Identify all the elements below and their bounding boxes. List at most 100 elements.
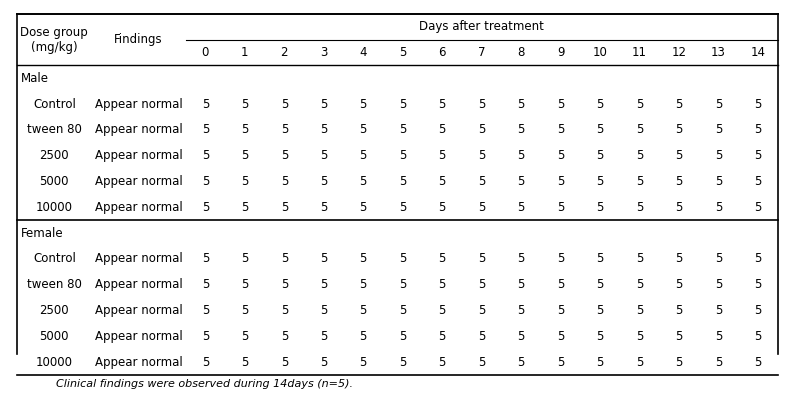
Text: 5: 5 bbox=[201, 330, 209, 343]
Text: 5: 5 bbox=[201, 201, 209, 214]
Text: 5: 5 bbox=[636, 175, 643, 188]
Text: 5: 5 bbox=[518, 123, 525, 136]
Text: 5: 5 bbox=[360, 304, 367, 317]
Text: 5: 5 bbox=[399, 304, 406, 317]
Text: 5: 5 bbox=[201, 356, 209, 369]
Text: 5: 5 bbox=[755, 330, 762, 343]
Text: 5: 5 bbox=[320, 123, 327, 136]
Text: 5: 5 bbox=[399, 149, 406, 162]
Text: Findings: Findings bbox=[114, 33, 163, 46]
Text: tween 80: tween 80 bbox=[27, 278, 82, 291]
Text: 7: 7 bbox=[478, 46, 486, 59]
Text: Control: Control bbox=[33, 98, 76, 111]
Text: 5: 5 bbox=[399, 175, 406, 188]
Text: tween 80: tween 80 bbox=[27, 123, 82, 136]
Text: 5: 5 bbox=[675, 123, 683, 136]
Text: 5: 5 bbox=[478, 252, 486, 265]
Text: 5: 5 bbox=[755, 123, 762, 136]
Text: 5: 5 bbox=[518, 98, 525, 111]
Text: 5: 5 bbox=[675, 175, 683, 188]
Text: 14: 14 bbox=[751, 46, 766, 59]
Text: 5: 5 bbox=[320, 149, 327, 162]
Text: 5: 5 bbox=[557, 330, 564, 343]
Text: 5: 5 bbox=[281, 278, 288, 291]
Text: 5: 5 bbox=[557, 278, 564, 291]
Text: 5: 5 bbox=[597, 175, 604, 188]
Text: 5: 5 bbox=[715, 356, 722, 369]
Text: 5: 5 bbox=[399, 252, 406, 265]
Text: 5: 5 bbox=[281, 356, 288, 369]
Text: Appear normal: Appear normal bbox=[94, 278, 183, 291]
Text: 2: 2 bbox=[281, 46, 288, 59]
Text: 5: 5 bbox=[201, 123, 209, 136]
Text: 5: 5 bbox=[478, 123, 486, 136]
Text: 5: 5 bbox=[281, 149, 288, 162]
Text: 5: 5 bbox=[478, 278, 486, 291]
Text: 5: 5 bbox=[201, 252, 209, 265]
Text: 5: 5 bbox=[360, 98, 367, 111]
Text: 5: 5 bbox=[360, 201, 367, 214]
Text: 10000: 10000 bbox=[36, 201, 73, 214]
Text: 5: 5 bbox=[241, 252, 249, 265]
Text: 6: 6 bbox=[438, 46, 446, 59]
Text: 5: 5 bbox=[636, 356, 643, 369]
Text: 0: 0 bbox=[201, 46, 209, 59]
Text: 5: 5 bbox=[478, 98, 486, 111]
Text: 5: 5 bbox=[675, 98, 683, 111]
Text: 5: 5 bbox=[320, 330, 327, 343]
Text: 5: 5 bbox=[675, 330, 683, 343]
Text: 5: 5 bbox=[518, 304, 525, 317]
Text: 5: 5 bbox=[241, 98, 249, 111]
Text: 5: 5 bbox=[360, 278, 367, 291]
Text: 5: 5 bbox=[675, 149, 683, 162]
Text: 5: 5 bbox=[320, 304, 327, 317]
Text: 5: 5 bbox=[557, 201, 564, 214]
Text: 5: 5 bbox=[636, 252, 643, 265]
Text: 5: 5 bbox=[281, 304, 288, 317]
Text: 5: 5 bbox=[755, 252, 762, 265]
Text: 5: 5 bbox=[320, 278, 327, 291]
Text: 2500: 2500 bbox=[39, 149, 69, 162]
Text: Appear normal: Appear normal bbox=[94, 330, 183, 343]
Text: 5: 5 bbox=[597, 123, 604, 136]
Text: 5: 5 bbox=[360, 356, 367, 369]
Text: Dose group
(mg/kg): Dose group (mg/kg) bbox=[20, 25, 88, 54]
Text: 5: 5 bbox=[715, 201, 722, 214]
Text: 5: 5 bbox=[320, 175, 327, 188]
Text: 5: 5 bbox=[241, 304, 249, 317]
Text: 5: 5 bbox=[201, 98, 209, 111]
Text: 5: 5 bbox=[438, 201, 446, 214]
Text: 5: 5 bbox=[399, 356, 406, 369]
Text: 5: 5 bbox=[518, 149, 525, 162]
Text: 3: 3 bbox=[320, 46, 327, 59]
Text: 5: 5 bbox=[755, 304, 762, 317]
Text: 5: 5 bbox=[597, 252, 604, 265]
Text: 5: 5 bbox=[399, 98, 406, 111]
Text: 5: 5 bbox=[241, 201, 249, 214]
Text: 5: 5 bbox=[636, 98, 643, 111]
Text: 5: 5 bbox=[675, 356, 683, 369]
Text: Appear normal: Appear normal bbox=[94, 201, 183, 214]
Text: 5: 5 bbox=[478, 201, 486, 214]
Text: 5: 5 bbox=[755, 201, 762, 214]
Text: 5: 5 bbox=[201, 175, 209, 188]
Text: 5: 5 bbox=[715, 98, 722, 111]
Text: Days after treatment: Days after treatment bbox=[419, 20, 544, 33]
Text: 5: 5 bbox=[360, 175, 367, 188]
Text: 5: 5 bbox=[241, 278, 249, 291]
Text: 10000: 10000 bbox=[36, 356, 73, 369]
Text: 5: 5 bbox=[241, 123, 249, 136]
Text: 5: 5 bbox=[281, 123, 288, 136]
Text: 5: 5 bbox=[636, 278, 643, 291]
Text: 5: 5 bbox=[715, 278, 722, 291]
Text: 10: 10 bbox=[593, 46, 608, 59]
Text: 5: 5 bbox=[597, 356, 604, 369]
Text: Male: Male bbox=[21, 72, 49, 85]
Text: 5: 5 bbox=[597, 149, 604, 162]
Text: 5: 5 bbox=[675, 201, 683, 214]
Text: 5: 5 bbox=[320, 201, 327, 214]
Text: 5: 5 bbox=[281, 330, 288, 343]
Text: 1: 1 bbox=[241, 46, 249, 59]
Text: 5: 5 bbox=[518, 175, 525, 188]
Text: 5: 5 bbox=[201, 278, 209, 291]
